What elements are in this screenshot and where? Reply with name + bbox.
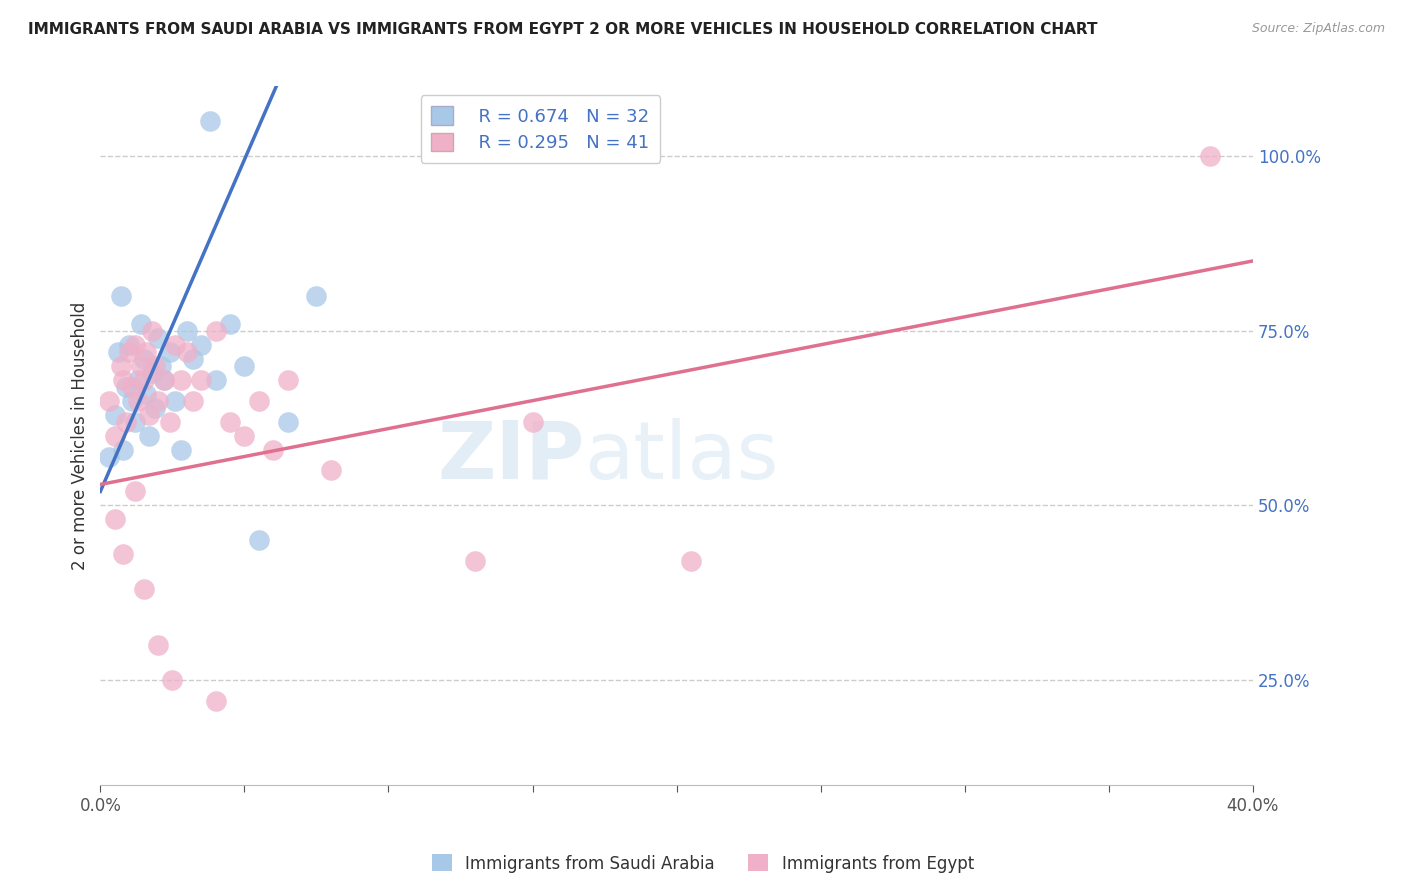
Point	[190, 373, 212, 387]
Point	[152, 373, 174, 387]
Point	[107, 344, 129, 359]
Text: IMMIGRANTS FROM SAUDI ARABIA VS IMMIGRANTS FROM EGYPT 2 OR MORE VEHICLES IN HOUS: IMMIGRANTS FROM SAUDI ARABIA VS IMMIGRAN…	[28, 22, 1098, 37]
Point	[170, 373, 193, 387]
Point	[162, 673, 184, 687]
Point	[132, 351, 155, 366]
Point	[141, 324, 163, 338]
Point	[132, 373, 155, 387]
Point	[176, 324, 198, 338]
Point	[104, 512, 127, 526]
Point	[464, 554, 486, 568]
Point	[170, 442, 193, 457]
Point	[146, 331, 169, 345]
Point	[152, 373, 174, 387]
Point	[143, 359, 166, 373]
Point	[110, 289, 132, 303]
Point	[138, 428, 160, 442]
Point	[112, 547, 135, 561]
Point	[132, 582, 155, 597]
Point	[233, 359, 256, 373]
Point	[204, 373, 226, 387]
Point	[121, 393, 143, 408]
Point	[247, 533, 270, 548]
Point	[98, 393, 121, 408]
Point	[141, 366, 163, 380]
Point	[112, 373, 135, 387]
Point	[219, 317, 242, 331]
Point	[522, 415, 544, 429]
Point	[115, 379, 138, 393]
Point	[115, 415, 138, 429]
Point	[143, 401, 166, 415]
Point	[277, 373, 299, 387]
Text: ZIP: ZIP	[437, 417, 585, 496]
Point	[305, 289, 328, 303]
Y-axis label: 2 or more Vehicles in Household: 2 or more Vehicles in Household	[72, 301, 89, 570]
Point	[104, 428, 127, 442]
Text: Source: ZipAtlas.com: Source: ZipAtlas.com	[1251, 22, 1385, 36]
Point	[181, 393, 204, 408]
Point	[124, 338, 146, 352]
Point	[110, 359, 132, 373]
Point	[149, 359, 172, 373]
Point	[219, 415, 242, 429]
Point	[1198, 149, 1220, 163]
Point	[135, 386, 157, 401]
Point	[204, 694, 226, 708]
Point	[204, 324, 226, 338]
Point	[159, 344, 181, 359]
Point	[247, 393, 270, 408]
Point	[124, 484, 146, 499]
Point	[138, 408, 160, 422]
Point	[98, 450, 121, 464]
Legend:   R = 0.674   N = 32,   R = 0.295   N = 41: R = 0.674 N = 32, R = 0.295 N = 41	[420, 95, 661, 163]
Point	[181, 351, 204, 366]
Point	[165, 338, 187, 352]
Point	[104, 408, 127, 422]
Point	[127, 373, 149, 387]
Point	[129, 317, 152, 331]
Legend: Immigrants from Saudi Arabia, Immigrants from Egypt: Immigrants from Saudi Arabia, Immigrants…	[426, 847, 980, 880]
Point	[233, 428, 256, 442]
Point	[118, 338, 141, 352]
Point	[198, 114, 221, 128]
Point	[127, 393, 149, 408]
Point	[165, 393, 187, 408]
Point	[277, 415, 299, 429]
Point	[146, 638, 169, 652]
Point	[159, 415, 181, 429]
Point	[124, 415, 146, 429]
Point	[121, 379, 143, 393]
Text: atlas: atlas	[585, 417, 779, 496]
Point	[129, 359, 152, 373]
Point	[176, 344, 198, 359]
Point	[679, 554, 702, 568]
Point	[262, 442, 284, 457]
Point	[319, 463, 342, 477]
Point	[112, 442, 135, 457]
Point	[135, 344, 157, 359]
Point	[146, 393, 169, 408]
Point	[118, 344, 141, 359]
Point	[190, 338, 212, 352]
